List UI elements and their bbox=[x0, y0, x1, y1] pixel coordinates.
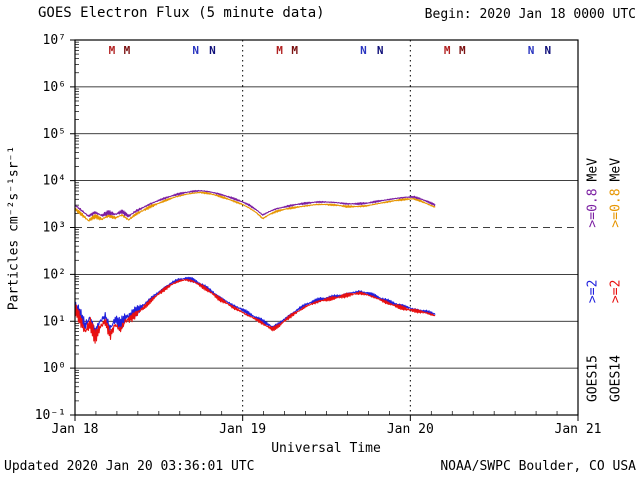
legend-label: >=2 bbox=[585, 279, 601, 304]
x-tick-label: Jan 19 bbox=[219, 422, 266, 437]
series-goes15-2-mev bbox=[74, 276, 436, 335]
legend-goes14: GOES14 >=2 >=0.8 MeV bbox=[609, 158, 624, 402]
event-marker-M: M bbox=[124, 44, 131, 57]
y-tick-label: 10³ bbox=[43, 221, 66, 236]
event-marker-N: N bbox=[192, 44, 199, 57]
event-marker-N: N bbox=[528, 44, 535, 57]
y-tick-label: 10⁴ bbox=[43, 174, 66, 189]
begin-time-label: Begin: 2020 Jan 18 0000 UTC bbox=[424, 7, 636, 22]
y-tick-label: 10⁻¹ bbox=[35, 408, 66, 423]
x-axis-title: Universal Time bbox=[271, 441, 381, 456]
legend-label: GOES14 bbox=[608, 355, 624, 403]
credit-label: NOAA/SWPC Boulder, CO USA bbox=[440, 459, 636, 474]
y-tick-label: 10⁷ bbox=[43, 33, 66, 48]
event-marker-N: N bbox=[360, 44, 367, 57]
event-marker-N: N bbox=[545, 44, 552, 57]
legend-label: MeV bbox=[585, 157, 601, 182]
event-marker-M: M bbox=[276, 44, 283, 57]
event-marker-M: M bbox=[291, 44, 298, 57]
chart-title: GOES Electron Flux (5 minute data) bbox=[38, 5, 325, 21]
y-tick-label: 10² bbox=[43, 267, 66, 282]
x-tick-label: Jan 20 bbox=[387, 422, 434, 437]
series-goes14-2-mev bbox=[74, 278, 436, 344]
x-tick-label: Jan 18 bbox=[52, 422, 99, 437]
event-marker-M: M bbox=[444, 44, 451, 57]
legend-label: >=0.8 bbox=[585, 188, 601, 228]
event-marker-M: M bbox=[109, 44, 116, 57]
legend-label: >=0.8 bbox=[608, 188, 624, 228]
legend-label: GOES15 bbox=[585, 355, 601, 403]
y-axis-title: Particles cm⁻²s⁻¹sr⁻¹ bbox=[6, 145, 22, 311]
y-tick-label: 10⁰ bbox=[43, 361, 66, 376]
y-tick-label: 10⁶ bbox=[43, 80, 66, 95]
y-tick-label: 10⁵ bbox=[43, 127, 66, 142]
event-marker-N: N bbox=[377, 44, 384, 57]
series-goes15-0.8-mev bbox=[74, 189, 436, 218]
y-tick-label: 10¹ bbox=[43, 314, 66, 329]
series-goes14-0.8-mev bbox=[74, 191, 436, 222]
x-tick-label: Jan 21 bbox=[555, 422, 602, 437]
legend-label: >=2 bbox=[608, 279, 624, 304]
legend-label: MeV bbox=[608, 157, 624, 182]
event-marker-M: M bbox=[459, 44, 466, 57]
updated-timestamp: Updated 2020 Jan 20 03:36:01 UTC bbox=[4, 459, 255, 474]
legend-goes15: GOES15 >=2 >=0.8 MeV bbox=[586, 158, 601, 402]
event-marker-N: N bbox=[209, 44, 216, 57]
plot-border bbox=[74, 39, 579, 416]
